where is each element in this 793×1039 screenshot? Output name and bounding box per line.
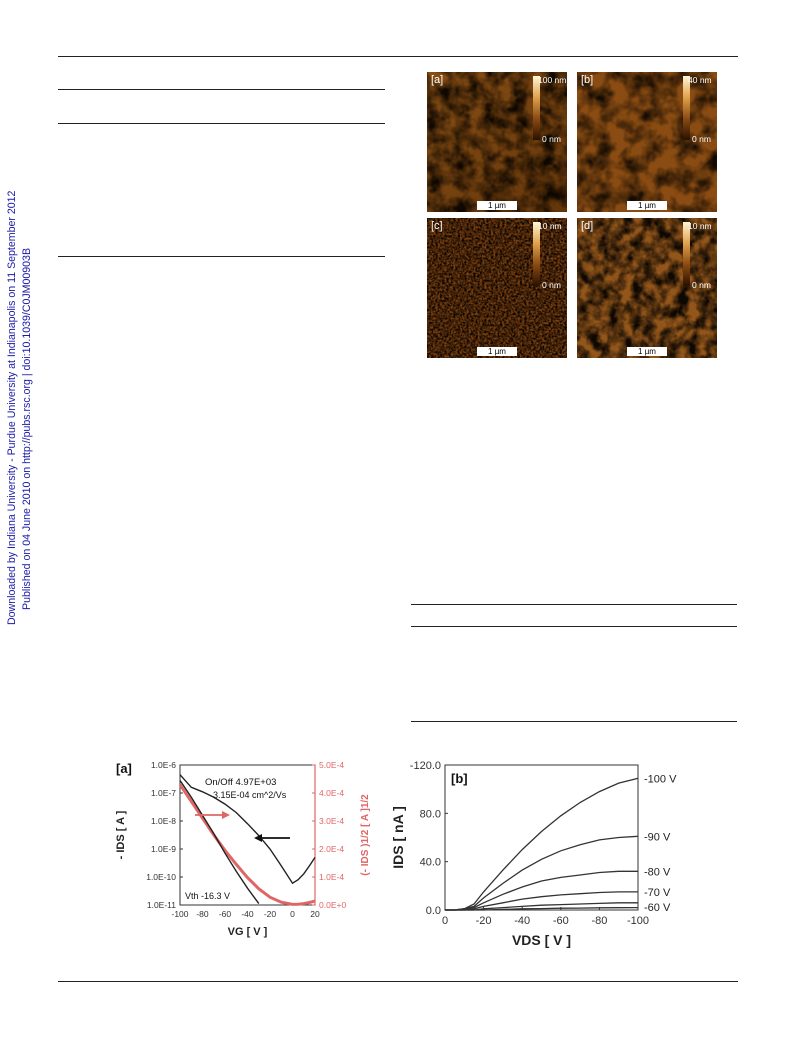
- afm-height-max: 40 nm: [688, 75, 712, 85]
- x-tick-label: -20: [476, 915, 492, 927]
- y-right-tick-label: 2.0E-4: [319, 844, 344, 854]
- table-top-rule: [58, 89, 385, 90]
- series-line-5: [445, 906, 639, 911]
- afm-colorbar: [683, 76, 690, 140]
- x-tick-label: 0: [442, 915, 448, 927]
- red-arrow-head: [222, 811, 230, 819]
- series-label: -100 V: [644, 773, 677, 785]
- plot-frame: [444, 764, 639, 911]
- panel-label: [a]: [116, 761, 132, 776]
- y-left-tick-label: 1.0E-7: [151, 788, 176, 798]
- afm-colorbar: [533, 76, 540, 140]
- afm-panel-c: [427, 218, 567, 358]
- table2-header-rule: [411, 626, 737, 627]
- afm-panel-label: [d]: [581, 220, 594, 232]
- afm-height-max: 10 nm: [688, 221, 712, 231]
- black-arrow-head: [254, 834, 262, 842]
- table-bottom-rule: [58, 256, 385, 257]
- series-line-1: [445, 835, 639, 911]
- series-line-2: [445, 870, 638, 911]
- y-right-tick-label: 3.0E-4: [319, 816, 344, 826]
- x-tick-label: -100: [171, 909, 188, 919]
- afm-texture-d: [577, 218, 717, 358]
- afm-image-grid: [a] 100 nm 0 nm 1 µm [b] 40 nm 0 nm 1 µm [c] 10 n…: [427, 72, 717, 358]
- y-tick-label: -120.0: [410, 760, 441, 772]
- y-right-tick-label: 4.0E-4: [319, 788, 344, 798]
- afm-height-min: 0 nm: [542, 134, 561, 144]
- download-watermark: Downloaded by Indiana University - Purdu…: [2, 190, 36, 630]
- y-left-tick-label: 1.0E-6: [151, 760, 176, 770]
- y-right-tick-label: 5.0E-4: [319, 760, 344, 770]
- series-label: -90 V: [644, 831, 671, 843]
- output-chart: [b] -120.0 80.0 40.0 0.0 0 -20 -40 -60 -80 -100 VDS…: [383, 755, 708, 970]
- series-line-2: [179, 780, 260, 905]
- x-axis-label: VDS [ V ]: [512, 932, 571, 948]
- x-tick-label: -80: [196, 909, 209, 919]
- y-left-tick-label: 1.0E-8: [151, 816, 176, 826]
- x-tick-label: -60: [553, 915, 569, 927]
- x-tick-label: -40: [241, 909, 254, 919]
- x-tick-label: -60: [219, 909, 232, 919]
- watermark-line-1: Downloaded by Indiana University - Purdu…: [6, 190, 18, 625]
- afm-panel-b: [577, 72, 717, 212]
- afm-panel-label: [b]: [581, 74, 594, 86]
- panel-label: [b]: [451, 771, 468, 786]
- y-tick-label: 40.0: [420, 857, 441, 869]
- x-tick-label: -20: [264, 909, 277, 919]
- table2-bottom-rule: [411, 721, 737, 722]
- transfer-chart: [a] 1.0E-6 1.0E-7 1.0E-8 1.0E-9 1.0E-10 1.0E-1…: [110, 755, 375, 970]
- series-line-0: [179, 774, 316, 885]
- afm-length-scale: 1 µm: [477, 347, 517, 356]
- transfer-chart-svg: [a] 1.0E-6 1.0E-7 1.0E-8 1.0E-9 1.0E-10 1.0E-1…: [115, 760, 371, 938]
- footer-rule: [58, 981, 738, 982]
- y-left-tick-label: 1.0E-11: [147, 900, 176, 910]
- series-label: -60 V: [644, 902, 671, 914]
- afm-height-max: 10 nm: [538, 221, 562, 231]
- watermark-line-2: Published on 04 June 2010 on http://pubs…: [21, 248, 33, 610]
- afm-height-min: 0 nm: [542, 280, 561, 290]
- x-tick-label: -40: [514, 915, 530, 927]
- afm-panel-label: [a]: [431, 74, 444, 86]
- y-right-axis-label: (- IDS )1/2 [ A ]1/2: [360, 794, 371, 876]
- x-axis-label: VG [ V ]: [228, 926, 268, 938]
- x-tick-label: -80: [591, 915, 607, 927]
- output-chart-svg: [b] -120.0 80.0 40.0 0.00 -20 -40 -60 -80 -100 VDS…: [390, 760, 677, 948]
- afm-texture-c: [427, 218, 567, 358]
- afm-length-scale: 1 µm: [627, 201, 667, 210]
- y-right-tick-label: 0.0E+0: [319, 900, 346, 910]
- afm-panel-d: [577, 218, 717, 358]
- afm-texture-a: [427, 72, 567, 212]
- table2-top-rule: [411, 604, 737, 605]
- series-line-1: [178, 783, 316, 906]
- afm-length-scale: 1 µm: [627, 347, 667, 356]
- afm-colorbar: [533, 222, 540, 286]
- annotation-on-off: On/Off 4.97E+03: [205, 777, 276, 788]
- annotation-mobility: 3.15E-04 cm^2/Vs: [213, 790, 287, 800]
- afm-panel-a: [427, 72, 567, 212]
- y-axis-label: IDS [ nA ]: [390, 806, 406, 868]
- y-tick-label: 0.0: [426, 905, 441, 917]
- series-label: -80 V: [644, 866, 671, 878]
- afm-panel-label: [c]: [431, 220, 443, 232]
- afm-height-min: 0 nm: [692, 280, 711, 290]
- series-label: -70 V: [644, 887, 671, 899]
- x-tick-label: -100: [627, 915, 649, 927]
- header-rule: [58, 56, 738, 57]
- afm-height-min: 0 nm: [692, 134, 711, 144]
- y-tick-label: 80.0: [420, 808, 441, 820]
- y-left-axis-label: - IDS [ A ]: [115, 810, 127, 859]
- series-line-0: [445, 777, 639, 911]
- y-left-tick-label: 1.0E-10: [146, 872, 176, 882]
- afm-colorbar: [683, 222, 690, 286]
- afm-length-scale: 1 µm: [477, 201, 517, 210]
- afm-texture-b: [577, 72, 717, 212]
- table-header-rule: [58, 123, 385, 124]
- afm-height-max: 100 nm: [538, 75, 567, 85]
- x-tick-label: 20: [310, 909, 320, 919]
- x-tick-label: 0: [290, 909, 295, 919]
- y-left-tick-label: 1.0E-9: [151, 844, 176, 854]
- y-right-tick-label: 1.0E-4: [319, 872, 344, 882]
- annotation-vth: Vth -16.3 V: [185, 891, 230, 901]
